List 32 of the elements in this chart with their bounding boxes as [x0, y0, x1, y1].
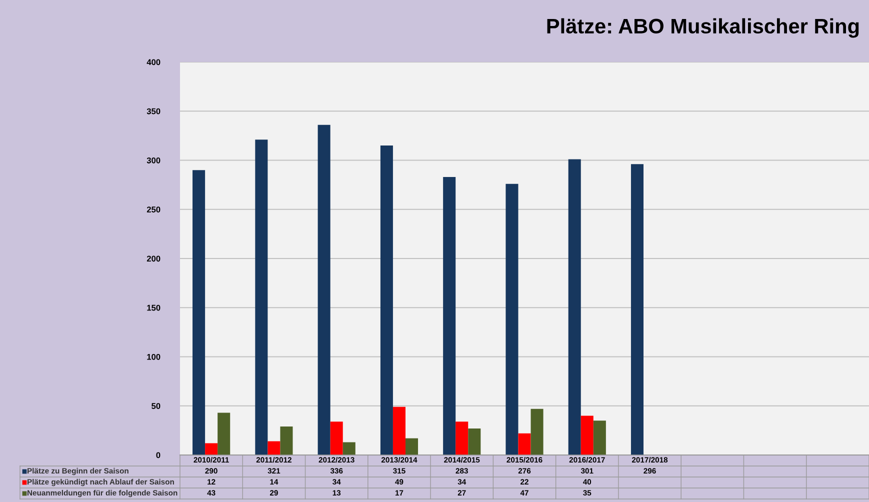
y-tick-label: 100 [147, 354, 160, 360]
bar [468, 428, 481, 455]
bar [456, 422, 468, 455]
y-tick-label: 400 [146, 59, 160, 66]
bar [568, 159, 581, 455]
bar [630, 164, 644, 455]
bar [518, 433, 531, 455]
y-tick-label: 300 [146, 157, 160, 164]
bar [392, 406, 406, 455]
bar [268, 441, 280, 455]
bar [318, 124, 330, 455]
y-tick-label: 250 [146, 206, 160, 212]
y-tick-label: 150 [147, 304, 160, 311]
chart-title: Plätze: ABO Musikalischer Ring [547, 18, 859, 38]
bar [405, 438, 418, 455]
bar [380, 146, 393, 455]
bar [218, 412, 230, 455]
bar [330, 422, 343, 455]
bar [205, 443, 218, 455]
y-tick-label: 200 [146, 256, 160, 262]
bar [280, 426, 293, 455]
y-tick-label: 50 [152, 403, 160, 409]
y-tick-label: 0 [156, 452, 160, 458]
bar [342, 442, 356, 455]
bar [192, 170, 206, 455]
bar [506, 184, 518, 455]
bar [530, 408, 544, 455]
bar [593, 420, 606, 455]
y-tick-label: 350 [146, 108, 160, 114]
bar [443, 176, 456, 455]
bar [255, 140, 268, 455]
bar [580, 416, 594, 455]
